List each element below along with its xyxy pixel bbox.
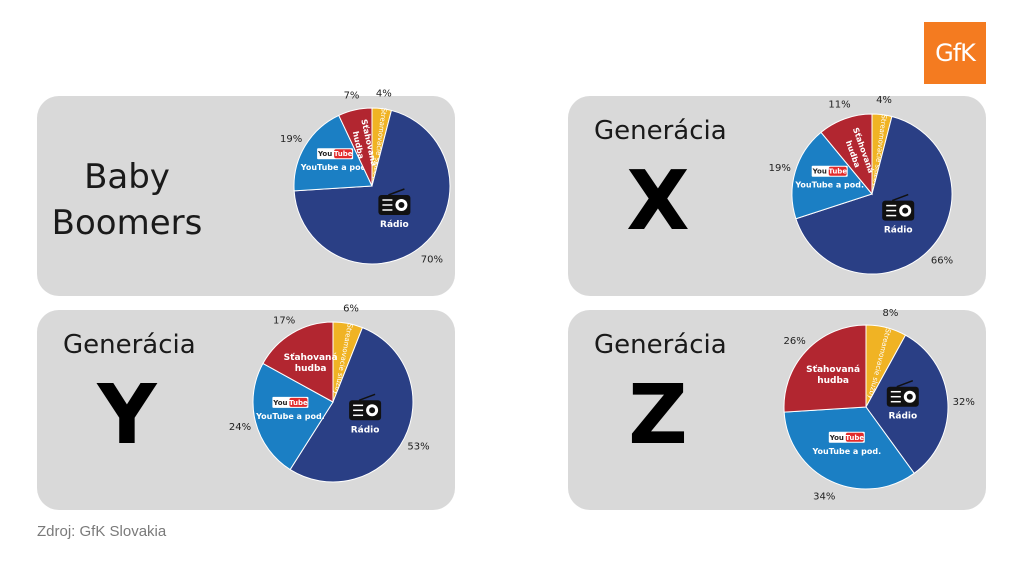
pie-percent-label: 32% (953, 397, 975, 408)
source-note: Zdroj: GfK Slovakia (37, 523, 167, 540)
pie-slice-radio (293, 109, 451, 265)
pie-percent-label: 70% (421, 254, 443, 265)
panel-title: Baby Boomers (47, 154, 207, 246)
pie-percent-label: 34% (813, 492, 835, 503)
generation-letter: Y (97, 368, 157, 463)
pie-slice-youtube (783, 406, 915, 490)
pie-category-label: YouTube a pod. (811, 447, 881, 456)
youtube-logo-icon: You Tube (812, 165, 848, 177)
panel-title: Generácia (594, 330, 727, 360)
chart-panel-generation-z: Generácia Z 8% Streamovacie služby 32% Rádi… (568, 308, 986, 510)
svg-text:You: You (272, 399, 287, 407)
pie-category-label: Rádio (888, 412, 917, 422)
panel-title-line-1: Baby (84, 157, 170, 197)
svg-text:Tube: Tube (334, 150, 353, 158)
gfk-logo: GfK (924, 22, 986, 84)
generation-letter: Z (628, 368, 688, 463)
pie-slice-music (783, 324, 867, 413)
youtube-logo-icon: You Tube (829, 431, 865, 443)
youtube-logo-icon: You Tube (272, 396, 309, 408)
chart-panel-generation-x: Generácia X 4% Streamovacie služby 66% Rádi… (568, 95, 986, 296)
pie-slice-radio (795, 115, 953, 275)
chart-panel-baby-boomers: Baby Boomers 4% Streamovacie služby 70% Rád… (37, 89, 455, 296)
pie-percent-label: 24% (229, 422, 251, 433)
radio-icon (378, 188, 411, 215)
panel-title: Generácia (594, 116, 727, 146)
pie-slice-music (262, 321, 334, 403)
pie-percent-label: 11% (828, 100, 850, 111)
radio-icon (882, 193, 915, 221)
pie-category-label: Rádio (351, 425, 380, 435)
pie-percent-label: 26% (783, 336, 805, 347)
pie-percent-label: 4% (376, 89, 392, 100)
svg-text:You: You (317, 150, 332, 158)
youtube-logo-icon: You Tube (317, 148, 354, 160)
pie-percent-label: 66% (931, 256, 953, 267)
pie-category-label: YouTube a pod. (255, 412, 325, 421)
panel-title-line-2: Boomers (51, 203, 203, 243)
generation-letter: X (626, 154, 690, 249)
radio-icon (349, 393, 382, 421)
pie-slice-music (338, 107, 373, 187)
panel-title: Generácia (63, 330, 196, 360)
pie-category-label: Rádio (884, 226, 913, 236)
svg-text:Tube: Tube (828, 168, 847, 176)
pie-percent-label: 19% (280, 134, 302, 145)
pie-category-label: YouTube a pod. (794, 181, 864, 190)
pie-percent-label: 8% (882, 308, 898, 319)
pie-slice-youtube (252, 362, 334, 471)
svg-text:Tube: Tube (289, 399, 308, 407)
pie-percent-label: 53% (407, 442, 429, 453)
svg-text:Tube: Tube (845, 434, 864, 442)
pie-percent-label: 4% (876, 95, 892, 106)
pie-percent-label: 19% (769, 163, 791, 174)
radio-icon (886, 379, 919, 407)
pie-percent-label: 17% (273, 315, 295, 326)
svg-text:You: You (829, 434, 844, 442)
pie-category-label: YouTube a pod. (300, 163, 370, 172)
pie-percent-label: 7% (344, 90, 360, 101)
pie-percent-label: 6% (343, 304, 359, 315)
chart-panel-generation-y: Generácia Y 6% Streamovacie služby 53% Rádi… (37, 304, 455, 510)
svg-text:You: You (812, 168, 827, 176)
pie-category-label: Rádio (380, 220, 409, 230)
pie-slice-music (820, 113, 873, 196)
